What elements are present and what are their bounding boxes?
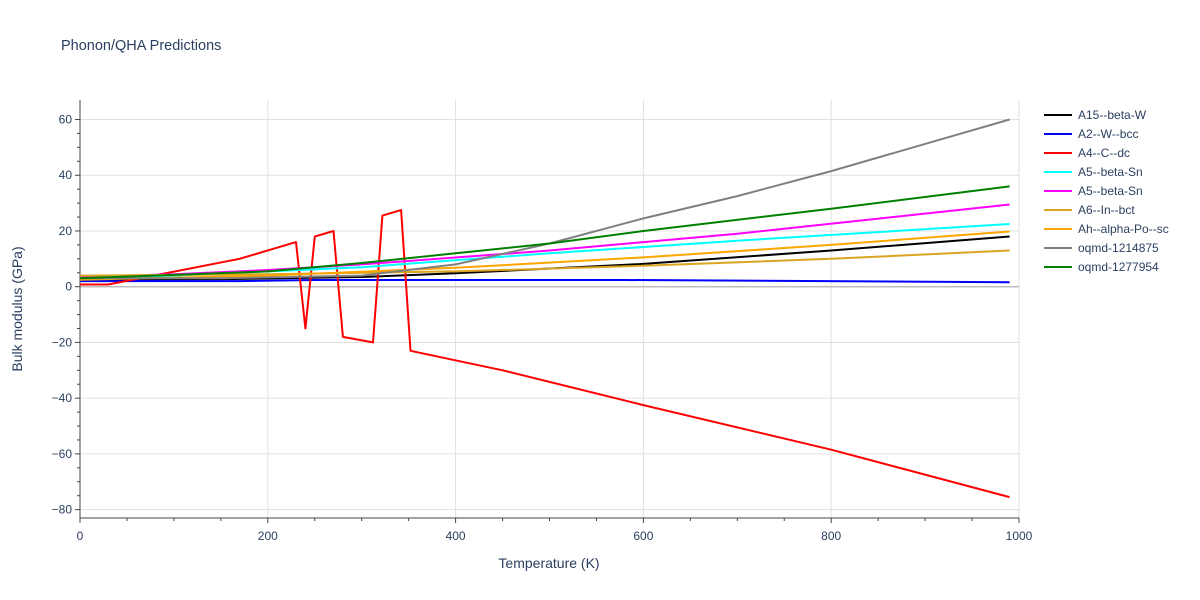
legend-label: oqmd-1277954 (1078, 260, 1159, 274)
axes (75, 100, 1020, 523)
legend-label: A5--beta-Sn (1078, 165, 1143, 179)
x-tick-label: 800 (821, 529, 841, 543)
grid (80, 100, 1020, 518)
legend-item[interactable]: A6--In--bct (1044, 203, 1135, 217)
chart-title: Phonon/QHA Predictions (61, 38, 221, 54)
legend-label: A5--beta-Sn (1078, 184, 1143, 198)
series-line-3 (80, 209, 1010, 499)
y-tick-label: 60 (59, 113, 73, 127)
legend-label: A4--C--dc (1078, 146, 1130, 160)
y-tick-label: 20 (59, 224, 73, 238)
legend-item[interactable]: A5--beta-Sn (1044, 165, 1143, 179)
legend-label: A2--W--bcc (1078, 127, 1138, 141)
legend-label: oqmd-1214875 (1078, 241, 1159, 255)
legend: A15--beta-W A2--W--bcc A4--C--dc A5--beta-S… (1044, 108, 1169, 274)
y-axis-title: Bulk modulus (GPa) (9, 246, 25, 371)
y-tick-label: 40 (59, 168, 73, 182)
y-tick-label: −60 (52, 447, 73, 461)
series-line-2 (80, 279, 1010, 284)
tick-labels: 0 200 400 600 800 1000 −80 −60 −40 −20 0 20 40 60 (52, 113, 1033, 543)
series-line-6 (79, 249, 1010, 277)
legend-item[interactable]: A5--beta-Sn (1044, 184, 1143, 198)
legend-item[interactable]: oqmd-1277954 (1044, 260, 1159, 274)
series-lines (79, 118, 1010, 499)
legend-label: A6--In--bct (1078, 203, 1135, 217)
y-tick-label: 0 (65, 280, 72, 294)
x-tick-label: 1000 (1006, 529, 1033, 543)
legend-item[interactable]: A15--beta-W (1044, 108, 1147, 122)
x-tick-label: 400 (446, 529, 466, 543)
legend-label: A15--beta-W (1078, 108, 1147, 122)
x-tick-label: 200 (258, 529, 278, 543)
x-tick-label: 600 (633, 529, 653, 543)
x-axis-title: Temperature (K) (498, 555, 599, 571)
legend-item[interactable]: oqmd-1214875 (1044, 241, 1159, 255)
legend-label: Ah--alpha-Po--sc (1078, 222, 1169, 236)
legend-item[interactable]: Ah--alpha-Po--sc (1044, 222, 1169, 236)
series-line-7 (79, 230, 1010, 281)
series-line-9 (79, 185, 1010, 280)
legend-item[interactable]: A4--C--dc (1044, 146, 1130, 160)
legend-item[interactable]: A2--W--bcc (1044, 127, 1138, 141)
y-tick-label: −40 (52, 391, 73, 405)
x-tick-label: 0 (77, 529, 84, 543)
y-tick-label: −20 (52, 335, 73, 349)
y-tick-label: −80 (52, 503, 73, 517)
